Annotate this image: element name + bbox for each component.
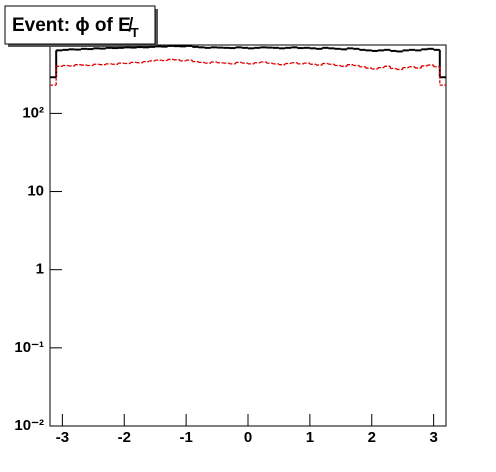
x-tick-label: -3 — [56, 429, 69, 446]
x-tick-label: 3 — [429, 429, 437, 446]
y-tick-label: 10⁻² — [14, 417, 44, 434]
x-tick-label: -1 — [179, 429, 192, 446]
x-tick-label: 1 — [306, 429, 314, 446]
y-tick-label: 10⁻¹ — [14, 339, 44, 356]
y-tick-label: 10² — [22, 104, 44, 121]
x-tick-label: -2 — [118, 429, 131, 446]
y-tick-label: 10 — [27, 183, 44, 200]
x-tick-label: 0 — [244, 429, 252, 446]
title-subscript: T — [131, 25, 139, 40]
y-tick-label: 1 — [36, 261, 44, 278]
title-box — [4, 5, 156, 45]
chart-title: Event: ϕ of E̸T — [12, 15, 139, 40]
title-main: Event: ϕ of E̸ — [12, 15, 134, 36]
x-tick-label: 2 — [368, 429, 376, 446]
